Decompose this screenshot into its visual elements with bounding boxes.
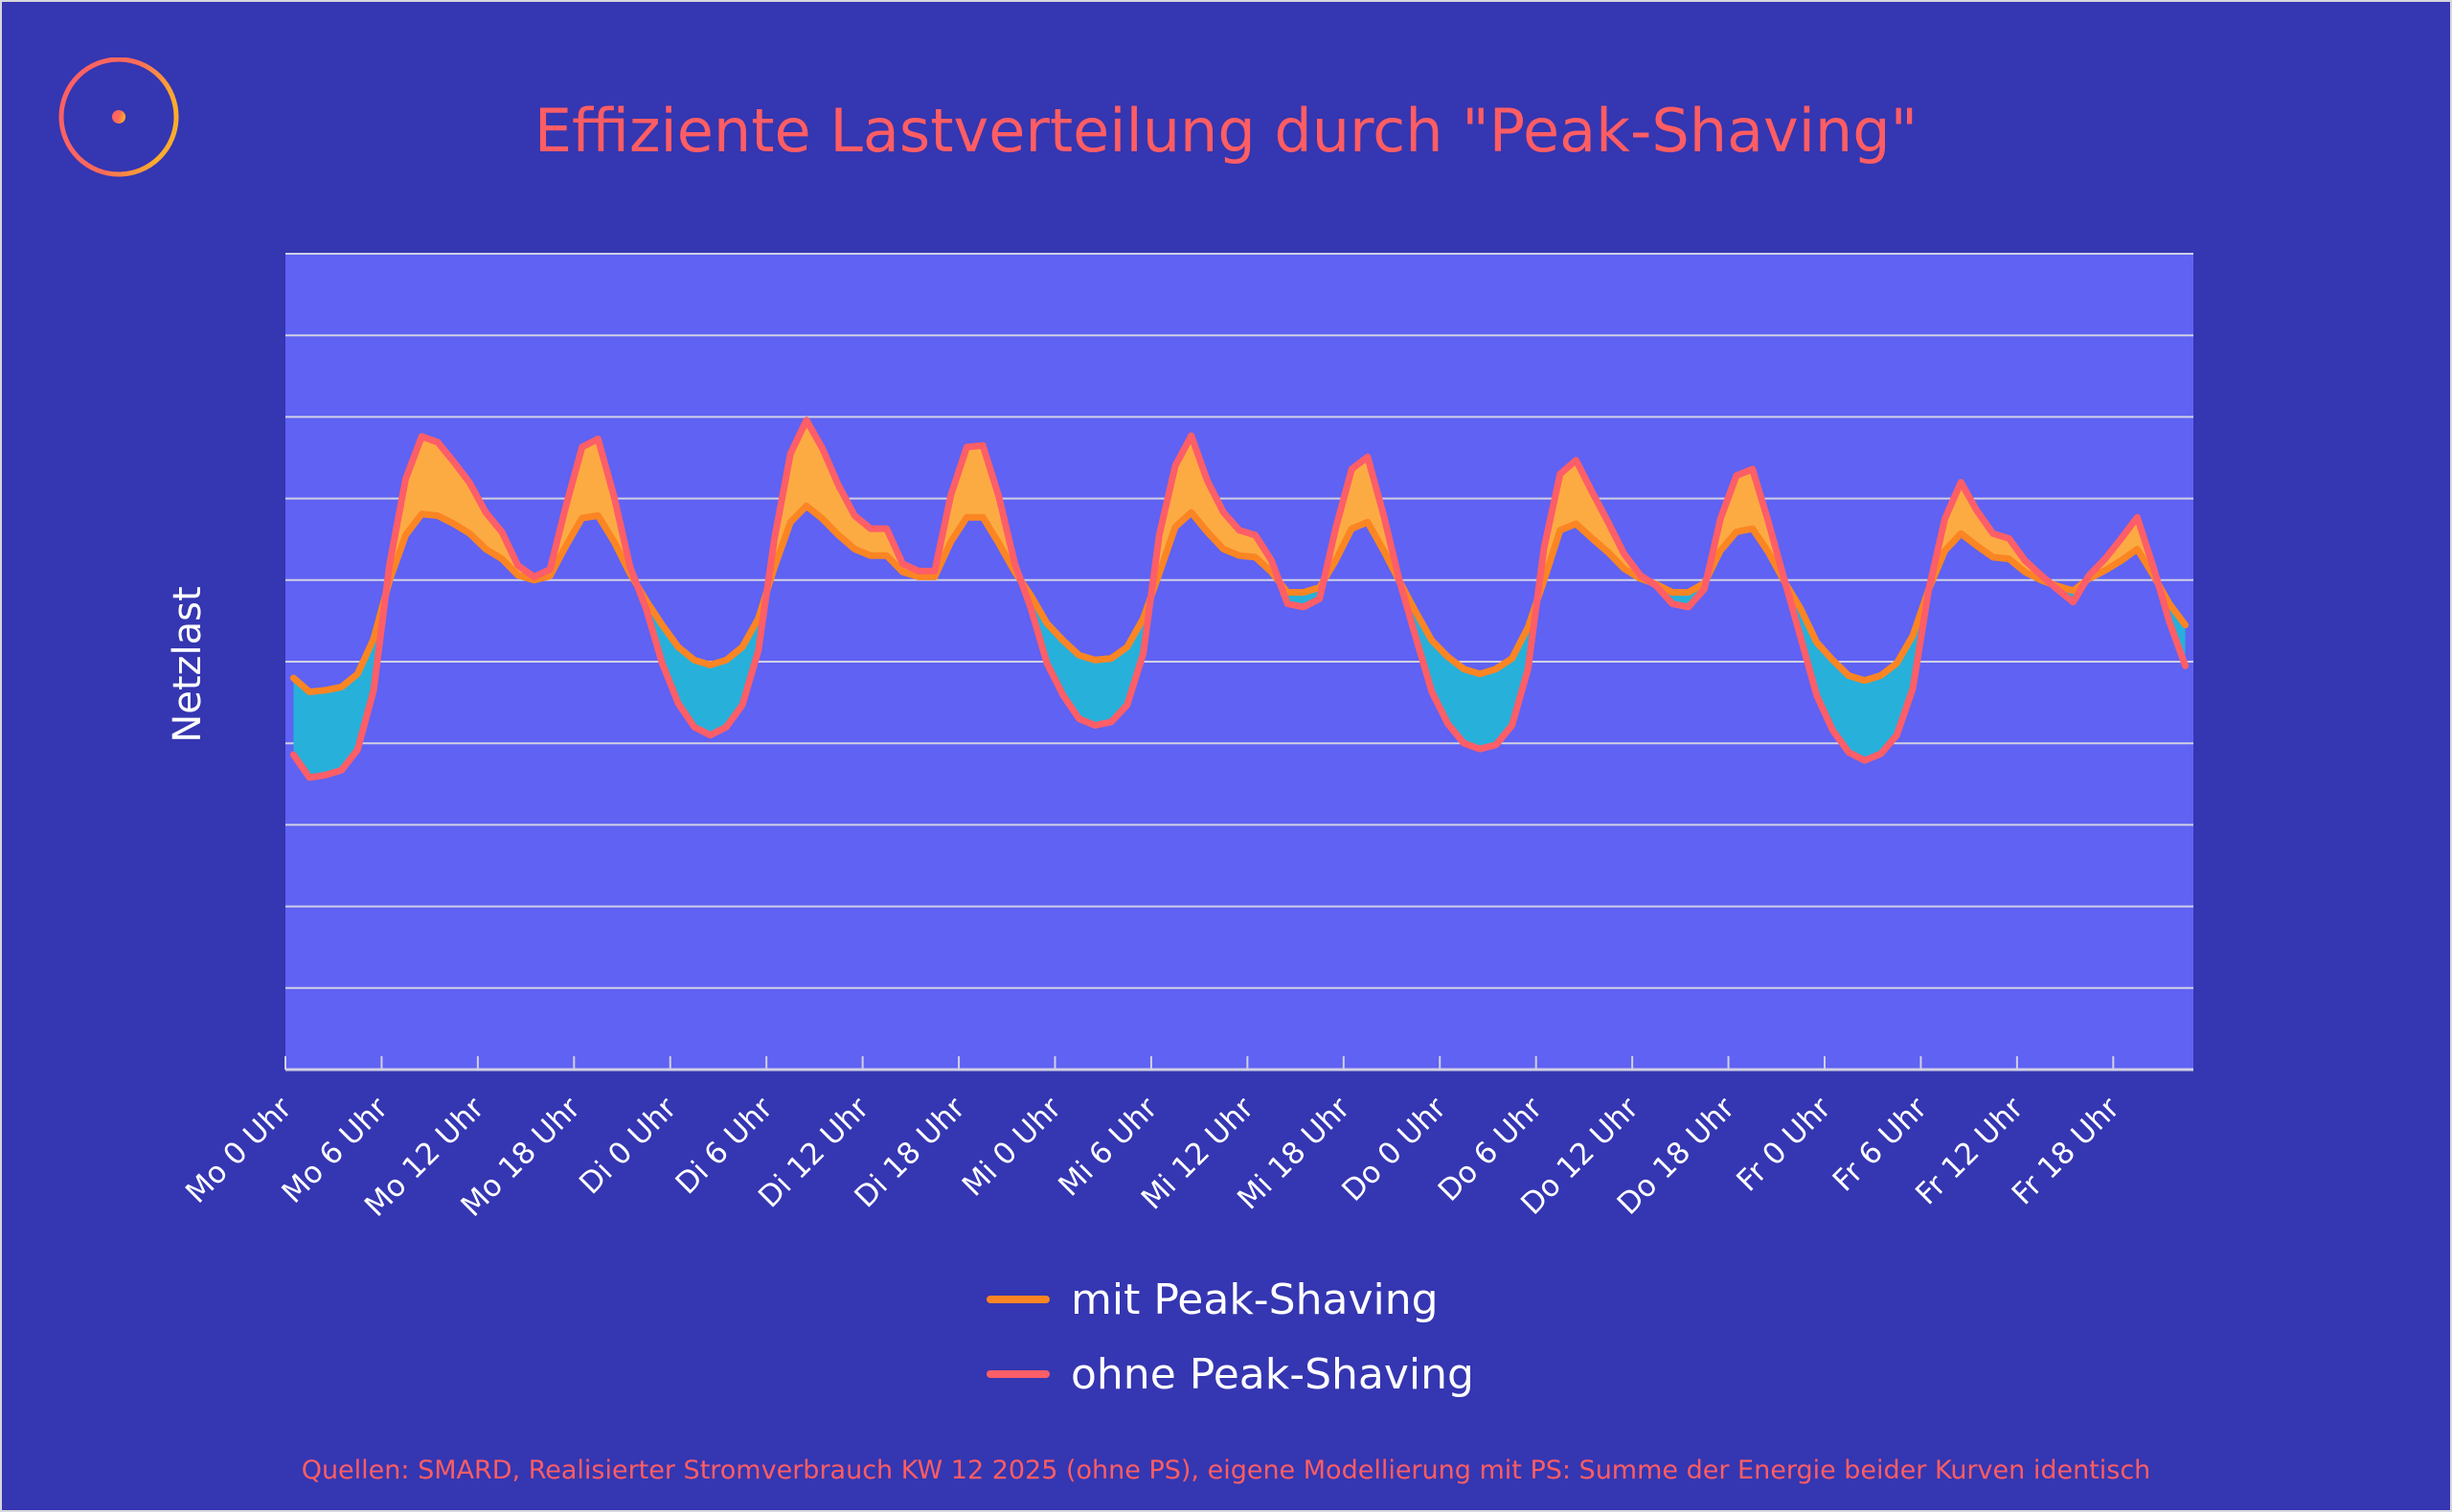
series-line-ohne [289,417,2190,781]
legend-label-mit: mit Peak-Shaving [1071,1275,1439,1324]
legend-item-ohne[interactable]: ohne Peak-Shaving [987,1337,1474,1411]
chart-title: Effiziente Lastverteilung durch "Peak-Sh… [534,96,1918,166]
x-tick-label: Di 0 Uhr [573,1091,683,1201]
legend-item-mit[interactable]: mit Peak-Shaving [987,1262,1474,1337]
series-line-mit [289,502,2190,695]
logo-icon [58,57,179,177]
x-tick-label: Mi 0 Uhr [956,1091,1068,1203]
legend-label-ohne: ohne Peak-Shaving [1071,1349,1474,1399]
source-note: Quellen: SMARD, Realisierter Stromverbra… [301,1456,2151,1485]
x-tick-label: Fr 0 Uhr [1730,1091,1837,1198]
legend: mit Peak-Shaving ohne Peak-Shaving [987,1262,1474,1411]
legend-swatch-mit [987,1296,1050,1303]
x-tick-label: Do 0 Uhr [1335,1091,1453,1208]
legend-swatch-ohne [987,1370,1050,1378]
y-axis-label: Netzlast [166,586,210,743]
